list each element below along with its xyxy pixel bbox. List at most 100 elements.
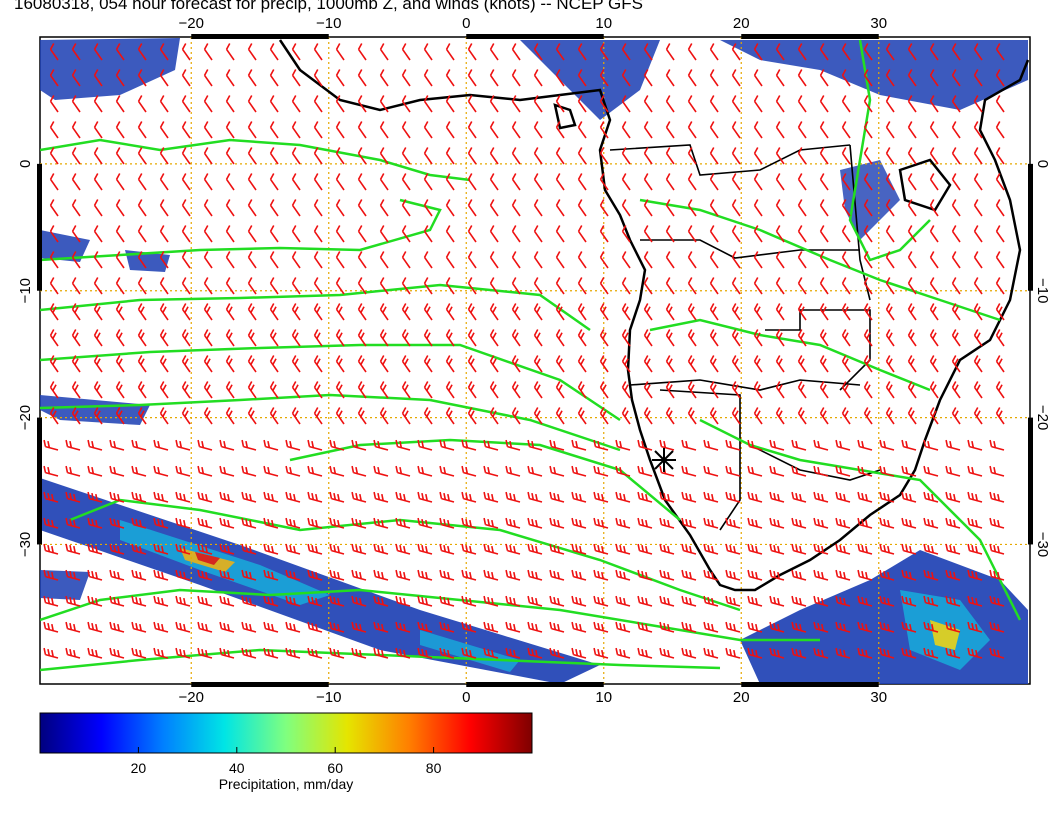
wind-barb (175, 569, 191, 581)
wind-barb (989, 569, 1005, 581)
wind-barb (775, 121, 785, 139)
wind-barb (967, 595, 983, 607)
wind-barb (731, 225, 741, 243)
wind-barb (291, 381, 301, 399)
wind-barb (203, 69, 213, 87)
wind-barb (93, 407, 103, 425)
wind-barb (863, 303, 873, 321)
wind-barb (929, 121, 939, 139)
wind-barb (489, 147, 499, 165)
wind-barb (797, 199, 807, 217)
wind-barb (109, 595, 125, 607)
wind-barb (753, 147, 763, 165)
wind-barb (159, 225, 169, 243)
wind-barb (87, 491, 103, 503)
wind-barb (71, 329, 81, 347)
wind-barb (439, 543, 455, 555)
wind-barb (269, 95, 279, 113)
wind-barb (555, 251, 565, 269)
wind-barb (989, 465, 1005, 477)
wind-barb (599, 225, 609, 243)
wind-barb (835, 595, 851, 607)
wind-barb (753, 303, 763, 321)
wind-barb (819, 303, 829, 321)
wind-barb (549, 543, 565, 555)
left-lat-label: −10 (17, 278, 34, 303)
wind-barb (967, 543, 983, 555)
wind-barb (555, 407, 565, 425)
wind-barb (577, 95, 587, 113)
wind-barb (621, 329, 631, 347)
wind-barb (115, 251, 125, 269)
wind-barb (863, 381, 873, 399)
wind-barb (681, 491, 697, 503)
wind-barb (687, 225, 697, 243)
wind-barb (445, 43, 455, 61)
wind-barb (489, 407, 499, 425)
wind-barb (137, 355, 147, 373)
wind-barb (593, 465, 609, 477)
wind-barb (929, 303, 939, 321)
wind-barb (841, 225, 851, 243)
wind-barb (819, 407, 829, 425)
wind-barb (357, 95, 367, 113)
wind-barb (335, 407, 345, 425)
wind-barb (747, 595, 763, 607)
wind-barb (511, 147, 521, 165)
wind-barb (725, 647, 741, 659)
wind-barb (797, 69, 807, 87)
wind-barb (335, 381, 345, 399)
wind-barb (967, 517, 983, 529)
wind-barb (593, 647, 609, 659)
wind-barb (533, 121, 543, 139)
wind-barb (445, 329, 455, 347)
wind-barb (879, 569, 895, 581)
wind-barb (973, 407, 983, 425)
wind-barb (637, 595, 653, 607)
wind-barb (841, 381, 851, 399)
wind-barb (995, 121, 1005, 139)
wind-barb (71, 43, 81, 61)
wind-barb (483, 465, 499, 477)
wind-barb (71, 199, 81, 217)
wind-barb (791, 543, 807, 555)
wind-barb (791, 595, 807, 607)
wind-barb (357, 407, 367, 425)
wind-barb (285, 491, 301, 503)
wind-barb (929, 199, 939, 217)
wind-barb (769, 595, 785, 607)
wind-barb (137, 329, 147, 347)
wind-barb (467, 43, 477, 61)
wind-barb (687, 407, 697, 425)
wind-barb (49, 225, 59, 243)
wind-barb (395, 647, 411, 659)
wind-barb (285, 621, 301, 633)
wind-barb (115, 95, 125, 113)
wind-barb (753, 329, 763, 347)
bottom-axis-labels: −20 −10 0 10 20 30 (179, 689, 888, 706)
wind-barb (599, 147, 609, 165)
wind-barb (643, 43, 653, 61)
frame-bar-left (37, 417, 42, 545)
wind-barb (907, 121, 917, 139)
wind-barb (621, 199, 631, 217)
right-axis-labels: 0 −10 −20 −30 (1034, 160, 1051, 557)
wind-barb (467, 329, 477, 347)
wind-barb (87, 543, 103, 555)
wind-barb (445, 303, 455, 321)
wind-barb (115, 225, 125, 243)
wind-barb (857, 465, 873, 477)
wind-barb (483, 491, 499, 503)
wind-barb (153, 491, 169, 503)
wind-barb (247, 43, 257, 61)
wind-barb (857, 647, 873, 659)
wind-barb (49, 251, 59, 269)
wind-barb (115, 355, 125, 373)
wind-barb (775, 329, 785, 347)
wind-barb (461, 491, 477, 503)
wind-barb (467, 95, 477, 113)
wind-barb (489, 329, 499, 347)
wind-barb (951, 43, 961, 61)
wind-barb (929, 43, 939, 61)
wind-barb (571, 517, 587, 529)
